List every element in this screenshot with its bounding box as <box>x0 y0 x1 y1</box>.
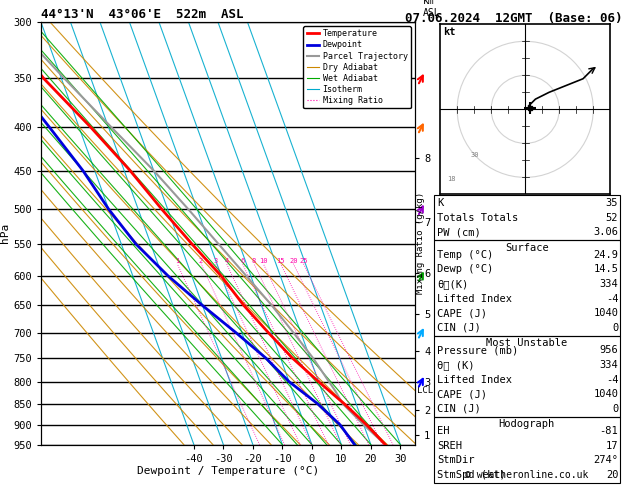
Text: Totals Totals: Totals Totals <box>437 213 518 223</box>
Text: Temp (°C): Temp (°C) <box>437 250 493 260</box>
Text: θᴜ(K): θᴜ(K) <box>437 279 469 289</box>
Text: SREH: SREH <box>437 441 462 451</box>
Text: 20: 20 <box>606 470 618 480</box>
Text: 956: 956 <box>599 346 618 355</box>
Text: -81: -81 <box>599 426 618 436</box>
Text: 14.5: 14.5 <box>593 264 618 275</box>
Text: 44°13'N  43°06'E  522m  ASL: 44°13'N 43°06'E 522m ASL <box>41 8 243 21</box>
Text: CIN (J): CIN (J) <box>437 404 481 414</box>
Text: Most Unstable: Most Unstable <box>486 338 567 348</box>
Text: θᴜ (K): θᴜ (K) <box>437 360 475 370</box>
X-axis label: Dewpoint / Temperature (°C): Dewpoint / Temperature (°C) <box>137 467 319 476</box>
Text: 25: 25 <box>299 258 308 264</box>
Text: Hodograph: Hodograph <box>499 419 555 429</box>
Text: Pressure (mb): Pressure (mb) <box>437 346 518 355</box>
Text: StmSpd (kt): StmSpd (kt) <box>437 470 506 480</box>
Text: 10: 10 <box>259 258 267 264</box>
Text: kt: kt <box>443 27 456 36</box>
Text: © weatheronline.co.uk: © weatheronline.co.uk <box>465 470 589 480</box>
Text: Lifted Index: Lifted Index <box>437 375 512 384</box>
Text: PW (cm): PW (cm) <box>437 227 481 237</box>
Text: -4: -4 <box>606 375 618 384</box>
Text: 15: 15 <box>276 258 285 264</box>
Text: 52: 52 <box>606 213 618 223</box>
Text: CAPE (J): CAPE (J) <box>437 389 487 399</box>
Text: 20: 20 <box>289 258 298 264</box>
Text: 2: 2 <box>199 258 203 264</box>
Text: LCL: LCL <box>416 386 433 395</box>
Text: 17: 17 <box>606 441 618 451</box>
Text: 4: 4 <box>225 258 229 264</box>
Text: 274°: 274° <box>593 455 618 466</box>
Text: 334: 334 <box>599 360 618 370</box>
Text: 30: 30 <box>470 152 479 158</box>
Legend: Temperature, Dewpoint, Parcel Trajectory, Dry Adiabat, Wet Adiabat, Isotherm, Mi: Temperature, Dewpoint, Parcel Trajectory… <box>303 26 411 108</box>
Text: CAPE (J): CAPE (J) <box>437 308 487 318</box>
Y-axis label: hPa: hPa <box>1 223 10 243</box>
Y-axis label: km
ASL: km ASL <box>423 0 440 17</box>
Text: 3.06: 3.06 <box>593 227 618 237</box>
Text: Lifted Index: Lifted Index <box>437 294 512 304</box>
Text: 1040: 1040 <box>593 389 618 399</box>
Text: 35: 35 <box>606 198 618 208</box>
Text: 3: 3 <box>214 258 218 264</box>
Text: StmDir: StmDir <box>437 455 475 466</box>
Text: CIN (J): CIN (J) <box>437 323 481 333</box>
Text: 8: 8 <box>252 258 256 264</box>
Text: 0: 0 <box>612 404 618 414</box>
Text: -4: -4 <box>606 294 618 304</box>
Text: 18: 18 <box>447 176 455 182</box>
Text: EH: EH <box>437 426 450 436</box>
Text: 0: 0 <box>612 323 618 333</box>
Text: Dewp (°C): Dewp (°C) <box>437 264 493 275</box>
Text: 1: 1 <box>175 258 179 264</box>
Text: Surface: Surface <box>505 243 548 253</box>
Text: Mixing Ratio (g/kg): Mixing Ratio (g/kg) <box>416 192 425 294</box>
Text: 24.9: 24.9 <box>593 250 618 260</box>
Text: 6: 6 <box>240 258 245 264</box>
Text: 334: 334 <box>599 279 618 289</box>
Text: 07.06.2024  12GMT  (Base: 06): 07.06.2024 12GMT (Base: 06) <box>405 12 623 25</box>
Text: K: K <box>437 198 443 208</box>
Text: 1040: 1040 <box>593 308 618 318</box>
